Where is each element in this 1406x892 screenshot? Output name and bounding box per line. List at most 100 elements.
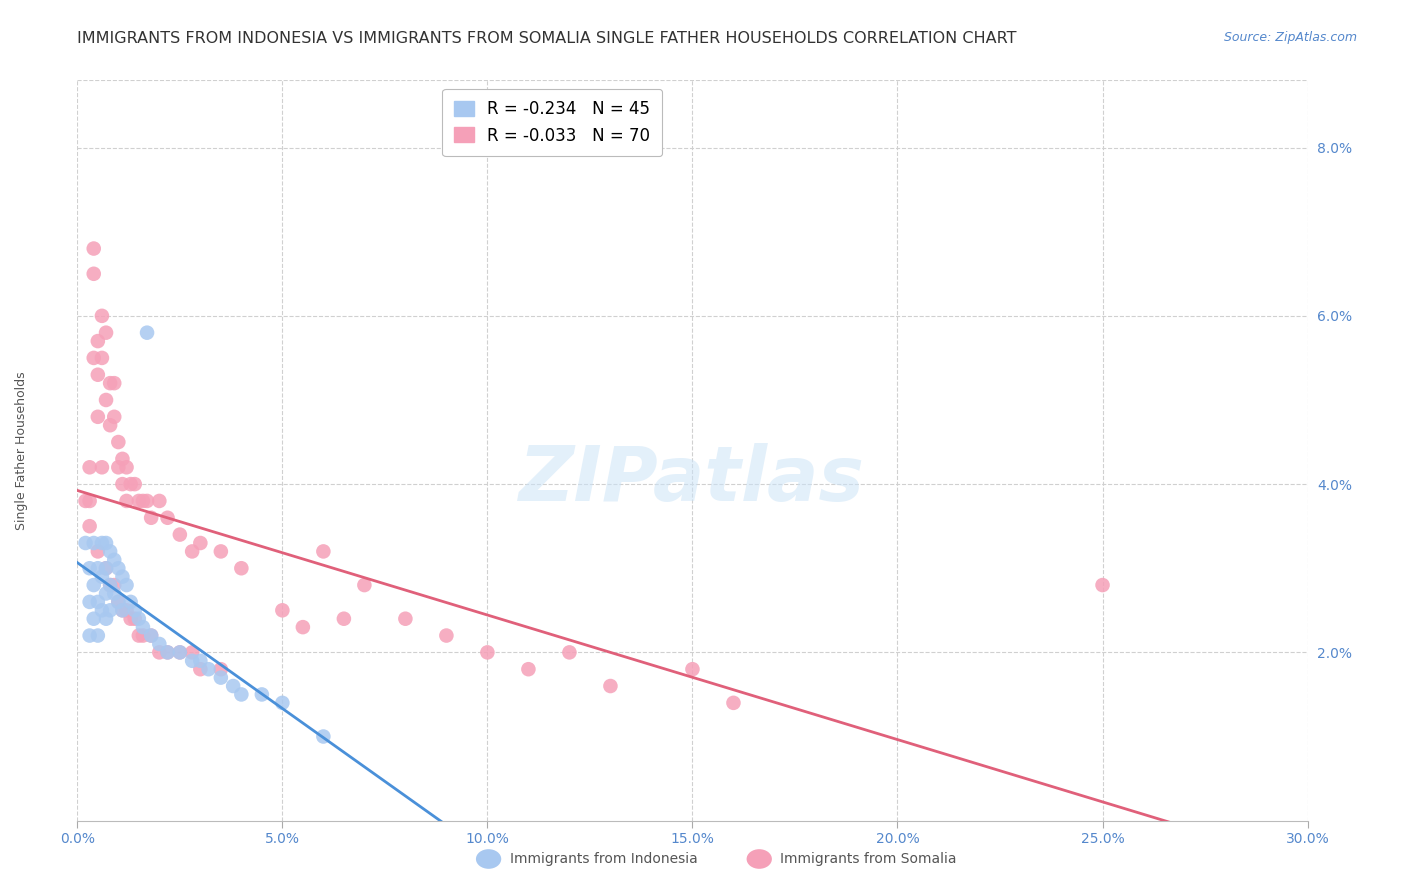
Point — [87, 628, 110, 642]
Point — [103, 376, 125, 391]
Text: Single Father Households: Single Father Households — [15, 371, 28, 530]
Point — [188, 662, 212, 676]
Point — [98, 418, 121, 433]
Point — [87, 561, 110, 575]
Point — [156, 510, 179, 524]
Point — [103, 553, 125, 567]
Point — [148, 645, 170, 659]
Point — [599, 679, 621, 693]
Point — [87, 368, 110, 382]
Point — [87, 595, 110, 609]
Text: ZIPatlas: ZIPatlas — [519, 443, 866, 517]
Point — [83, 242, 105, 256]
Point — [120, 477, 142, 491]
Point — [83, 578, 105, 592]
Point — [75, 536, 97, 550]
Point — [90, 536, 114, 550]
Point — [141, 628, 163, 642]
Point — [103, 409, 125, 424]
Point — [136, 494, 159, 508]
Point — [94, 392, 117, 407]
Text: IMMIGRANTS FROM INDONESIA VS IMMIGRANTS FROM SOMALIA SINGLE FATHER HOUSEHOLDS CO: IMMIGRANTS FROM INDONESIA VS IMMIGRANTS … — [77, 31, 1017, 46]
Point — [107, 561, 129, 575]
Point — [181, 654, 204, 668]
Point — [111, 569, 134, 583]
Point — [141, 510, 163, 524]
Point — [115, 603, 138, 617]
Point — [128, 612, 150, 626]
Point — [181, 645, 204, 659]
Point — [111, 451, 134, 466]
Point — [107, 595, 129, 609]
Point — [111, 603, 134, 617]
Point — [723, 696, 745, 710]
Point — [156, 645, 179, 659]
Point — [148, 494, 170, 508]
Point — [79, 519, 101, 533]
Point — [87, 409, 110, 424]
Point — [98, 544, 121, 558]
Point — [115, 460, 138, 475]
Point — [209, 544, 232, 558]
Point — [115, 578, 138, 592]
Point — [107, 595, 129, 609]
Point — [124, 477, 146, 491]
Point — [90, 569, 114, 583]
Point — [682, 662, 704, 676]
Point — [107, 460, 129, 475]
Point — [148, 637, 170, 651]
Point — [181, 544, 204, 558]
Point — [90, 351, 114, 365]
Point — [132, 620, 155, 634]
Text: Source: ZipAtlas.com: Source: ZipAtlas.com — [1223, 31, 1357, 45]
Point — [79, 460, 101, 475]
Point — [209, 671, 232, 685]
Point — [94, 612, 117, 626]
Point — [98, 376, 121, 391]
Point — [120, 612, 142, 626]
Point — [87, 334, 110, 348]
Point — [132, 628, 155, 642]
Text: Immigrants from Somalia: Immigrants from Somalia — [780, 852, 957, 866]
Legend: R = -0.234   N = 45, R = -0.033   N = 70: R = -0.234 N = 45, R = -0.033 N = 70 — [443, 88, 662, 156]
Point — [271, 696, 294, 710]
Point — [128, 628, 150, 642]
Point — [436, 628, 458, 642]
Point — [517, 662, 540, 676]
Point — [197, 662, 219, 676]
Point — [1091, 578, 1114, 592]
Point — [231, 561, 253, 575]
Point — [291, 620, 314, 634]
Point — [231, 688, 253, 702]
Point — [128, 494, 150, 508]
Point — [312, 730, 335, 744]
Point — [250, 688, 273, 702]
Point — [141, 628, 163, 642]
Point — [188, 536, 212, 550]
Point — [558, 645, 581, 659]
Point — [90, 603, 114, 617]
Point — [115, 494, 138, 508]
Point — [75, 494, 97, 508]
Point — [103, 578, 125, 592]
Point — [83, 267, 105, 281]
Point — [94, 536, 117, 550]
Point — [90, 460, 114, 475]
Point — [98, 603, 121, 617]
Point — [169, 527, 191, 541]
Point — [271, 603, 294, 617]
Point — [477, 645, 499, 659]
Point — [94, 326, 117, 340]
Point — [98, 578, 121, 592]
Text: Immigrants from Indonesia: Immigrants from Indonesia — [510, 852, 697, 866]
Point — [87, 544, 110, 558]
Point — [98, 578, 121, 592]
Point — [136, 326, 159, 340]
Point — [394, 612, 416, 626]
Point — [107, 435, 129, 450]
Point — [188, 654, 212, 668]
Point — [111, 477, 134, 491]
Point — [94, 561, 117, 575]
Point — [111, 603, 134, 617]
Point — [333, 612, 356, 626]
